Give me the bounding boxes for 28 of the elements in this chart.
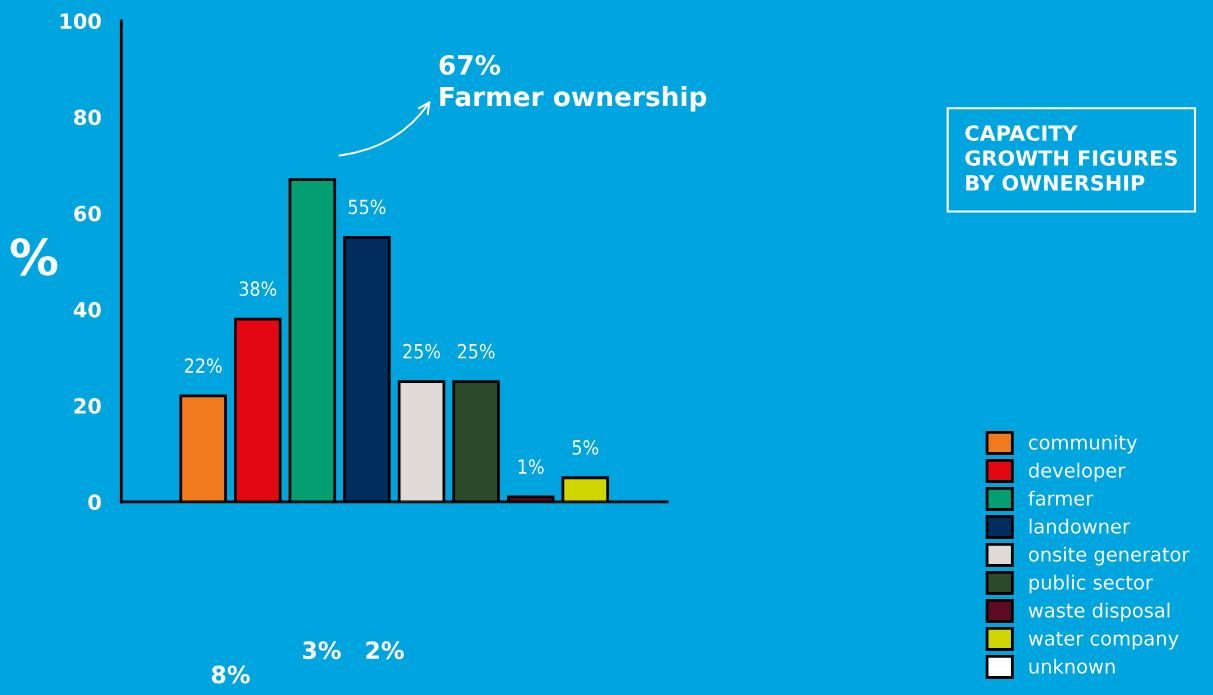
y-tick-label: 80 [74,109,101,126]
data-label: 25% [403,343,440,359]
legend-label: landowner [1029,518,1130,534]
legend-label: unknown [1029,658,1115,674]
legend-label: community [1028,434,1137,454]
legend-label: water company [1028,631,1179,650]
data-label: 22% [185,358,222,373]
text: 2% [366,641,404,660]
data-label: 25% [457,343,495,359]
y-tick-label: 40 [73,301,101,318]
legend-label: waste disposal [1028,602,1170,622]
legend-label: public sector [1029,574,1153,594]
data-label: 38% [239,281,277,297]
text: CAPACITY GROWTH FIGURES BY OWNERSHIP [965,125,1177,191]
data-label: 55% [348,199,386,215]
y-tick-label: 20 [74,398,101,414]
legend-label: farmer [1028,490,1094,506]
y-tick-label: 0 [88,494,101,510]
data-label: 5% [572,440,599,455]
y-tick-label: 100 [60,13,101,30]
text: 8% [211,665,250,684]
text: 3% [302,641,341,660]
legend-label: onsite generator [1028,546,1190,566]
data-label: 1% [518,459,544,474]
legend-label: developer [1028,462,1126,482]
y-axis-title: % [10,238,58,276]
y-tick-label: 60 [74,205,101,222]
annotation: 67% Farmer ownership [439,54,707,112]
